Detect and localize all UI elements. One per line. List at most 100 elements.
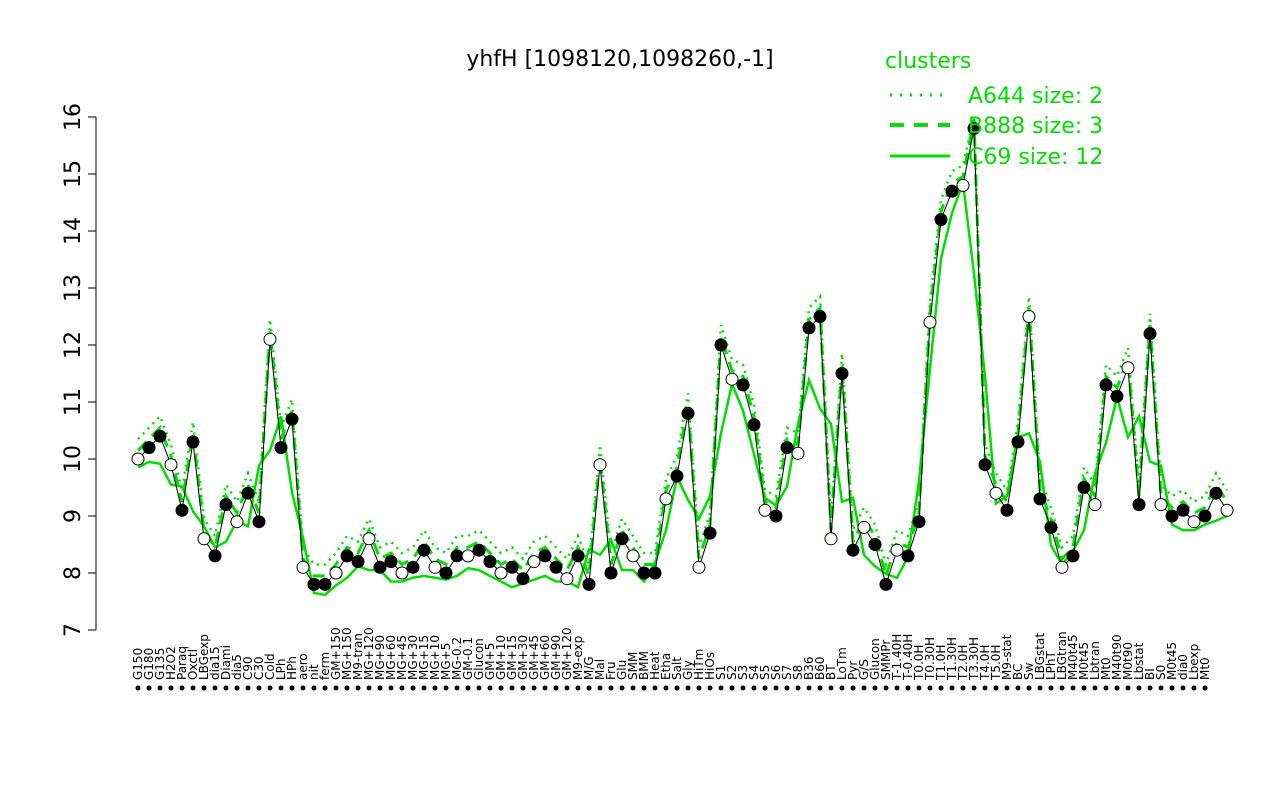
x-tick-label: MG+15	[417, 635, 431, 680]
data-point	[373, 560, 387, 574]
x-rug-mark	[245, 685, 251, 691]
x-tick-label: M9-tran	[351, 633, 365, 680]
x-tick-label: G135	[153, 648, 167, 680]
y-tick-label: 11	[61, 388, 86, 416]
x-rug-mark	[960, 685, 966, 691]
data-point	[978, 458, 992, 472]
y-tick-label: 16	[61, 103, 86, 131]
x-tick-label: LBGtran	[1055, 631, 1069, 680]
x-rug-mark	[168, 685, 174, 691]
data-point	[1154, 498, 1168, 512]
x-rug-mark	[454, 685, 460, 691]
data-point	[1088, 498, 1102, 512]
data-point	[560, 572, 574, 586]
x-rug-mark	[762, 685, 768, 691]
x-rug-mark	[1180, 685, 1186, 691]
x-rug-mark	[795, 685, 801, 691]
x-tick-label: S2	[725, 665, 739, 680]
x-tick-label: Glucon	[868, 638, 882, 680]
x-tick-label: B60	[813, 656, 827, 680]
data-point	[813, 310, 827, 323]
x-rug-mark	[674, 685, 680, 691]
x-tick-label: S6	[769, 665, 783, 680]
x-tick-label: M40t90	[1110, 634, 1124, 680]
x-rug-mark	[1169, 685, 1175, 691]
x-tick-label: aero	[296, 653, 310, 680]
x-rug-mark	[311, 685, 317, 691]
x-rug-mark	[993, 685, 999, 691]
x-tick-label: nit	[307, 664, 321, 680]
x-tick-label: MG+60	[384, 635, 398, 680]
x-tick-label: Etha	[659, 653, 673, 680]
legend: clusters A644 size: 2 B888 size: 3 C69 s…	[885, 49, 1103, 170]
x-rug-mark	[564, 685, 570, 691]
cluster-lines	[136, 116, 1229, 597]
data-point	[912, 515, 926, 529]
y-tick-label: 13	[61, 274, 86, 302]
data-point	[252, 515, 266, 529]
x-rug-mark	[784, 685, 790, 691]
x-tick-label: GM+90	[549, 635, 563, 680]
x-tick-label: GM+60	[538, 635, 552, 680]
y-tick-label: 15	[61, 160, 86, 188]
data-point	[791, 446, 805, 460]
x-tick-label: MG+90	[373, 635, 387, 680]
x-tick-label: S0	[1154, 665, 1168, 680]
x-tick-label: T1.0H	[934, 645, 948, 681]
x-tick-label: GM+10	[494, 635, 508, 680]
x-tick-label: Sw	[1022, 662, 1036, 680]
data-point	[1077, 481, 1091, 494]
x-tick-label: GM-0.1	[461, 637, 475, 680]
x-tick-label: Oxctl	[186, 649, 200, 680]
data-point	[153, 429, 167, 443]
x-tick-label: LoTm	[835, 647, 849, 680]
data-point	[802, 321, 816, 335]
x-rug-mark	[366, 685, 372, 691]
x-rug-mark	[883, 685, 889, 691]
x-rug-mark	[399, 685, 405, 691]
legend-label-b888: B888 size: 3	[968, 114, 1103, 139]
x-tick-label: S3	[736, 665, 750, 680]
x-rug-mark	[1114, 685, 1120, 691]
data-point	[197, 532, 211, 546]
x-tick-label: dia0	[1176, 654, 1190, 680]
data-point	[1165, 509, 1179, 523]
data-point	[615, 532, 629, 546]
x-tick-label: BC	[1011, 664, 1025, 680]
chart-title: yhfH [1098120,1098260,-1]	[466, 47, 773, 72]
x-tick-label: Gly	[681, 660, 695, 680]
y-tick-label: 9	[61, 509, 86, 523]
x-tick-label: Glucon	[472, 638, 486, 680]
x-tick-label: B36	[802, 656, 816, 680]
y-tick-label: 10	[61, 445, 86, 473]
data-point	[714, 338, 728, 352]
x-tick-label: S5	[758, 665, 772, 680]
x-rug-mark	[707, 685, 713, 691]
x-tick-label: M0t90	[1121, 642, 1135, 680]
data-point	[967, 121, 981, 135]
x-tick-label: MG+10	[428, 635, 442, 680]
data-point	[1121, 361, 1135, 375]
data-point	[1187, 515, 1201, 529]
x-tick-label: GM+15	[505, 635, 519, 680]
data-point	[758, 503, 772, 517]
x-tick-label: Heat	[648, 651, 662, 680]
x-ticks: G150G180G135H2O2ParaqOxctlLBGexpdia15Dia…	[131, 627, 1212, 691]
x-rug-mark	[487, 685, 493, 691]
data-point	[1066, 549, 1080, 563]
x-rug-mark	[377, 685, 383, 691]
x-tick-label: MG+5	[439, 643, 453, 680]
x-rug-mark	[663, 685, 669, 691]
x-tick-label: S1	[714, 665, 728, 680]
data-point	[131, 452, 145, 466]
x-tick-label: MG-0.2	[450, 637, 464, 680]
data-point	[692, 560, 706, 574]
x-rug-mark	[542, 685, 548, 691]
x-tick-label: dia5	[230, 654, 244, 680]
x-tick-label: M0t45	[1077, 642, 1091, 680]
x-rug-mark	[1004, 685, 1010, 691]
x-rug-mark	[1103, 685, 1109, 691]
x-tick-label: HiOs	[703, 652, 717, 680]
data-point	[164, 458, 178, 472]
x-tick-label: Lbstat	[1132, 642, 1146, 680]
